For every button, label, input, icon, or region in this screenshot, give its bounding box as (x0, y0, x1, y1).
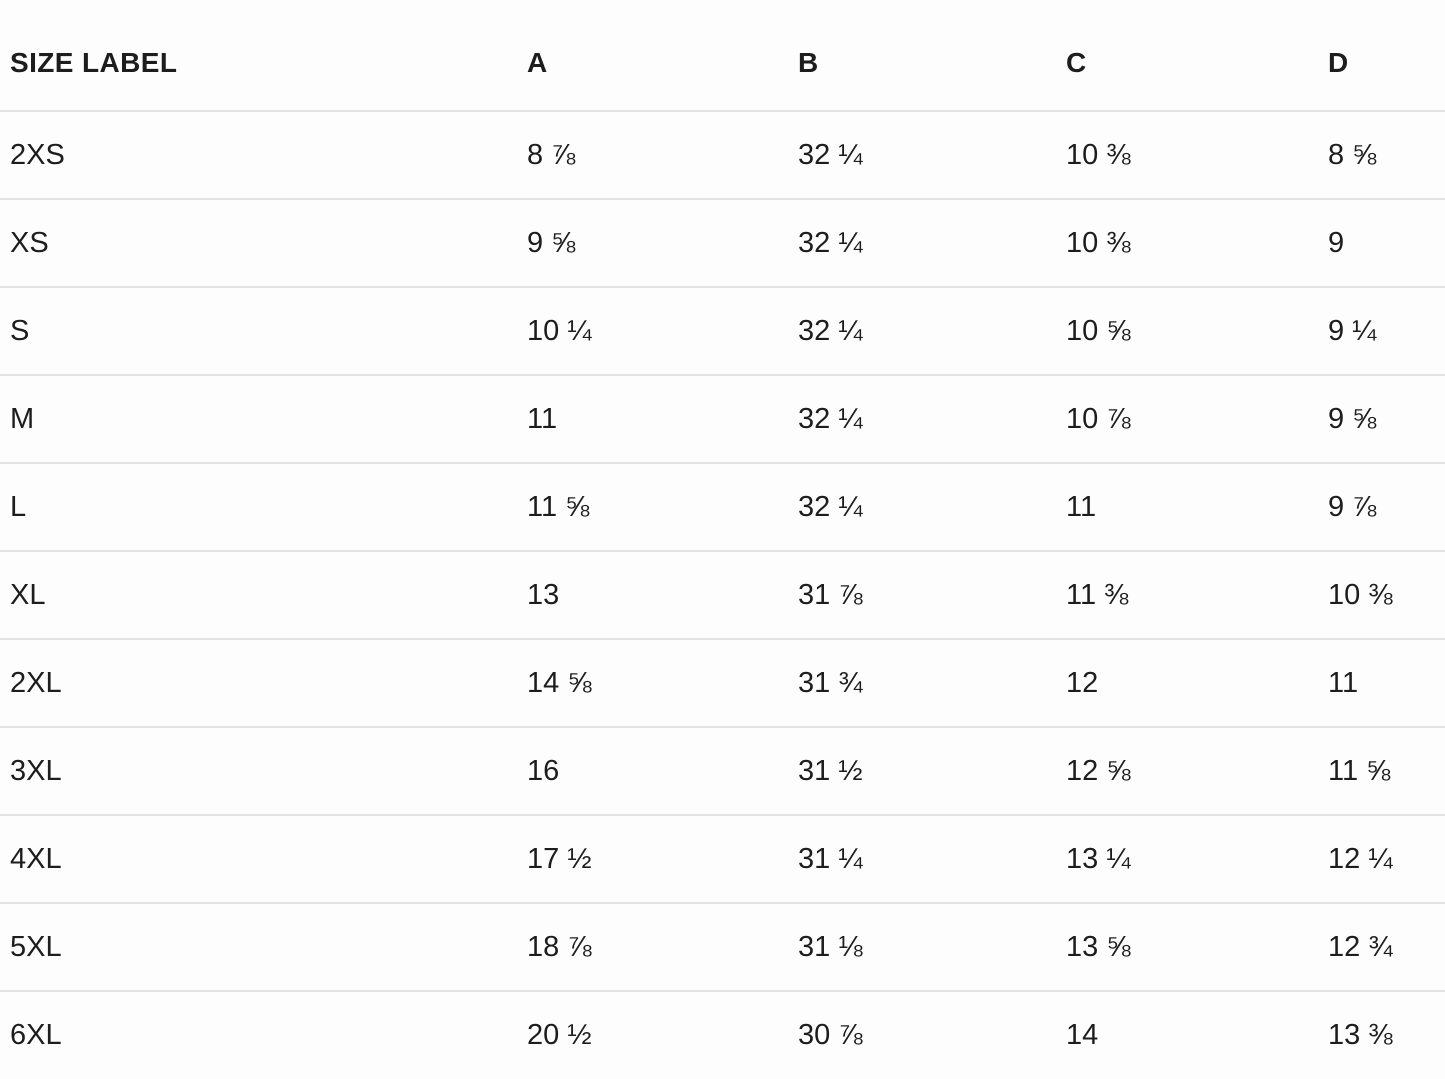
measurement-cell: 32 ¼ (798, 110, 1066, 199)
measurement-cell: 12 ¼ (1328, 814, 1445, 903)
table-row: 3XL 16 31 ½ 12 ⅝ 11 ⅝ (0, 726, 1445, 815)
table-row: 4XL 17 ½ 31 ¼ 13 ¼ 12 ¼ (0, 814, 1445, 903)
measurement-cell: 11 (527, 374, 798, 463)
measurement-cell: 13 ¼ (1066, 814, 1328, 903)
size-label-cell: L (0, 462, 527, 551)
measurement-cell: 13 (527, 550, 798, 639)
measurement-cell: 12 ⅝ (1066, 726, 1328, 815)
size-label-cell: S (0, 286, 527, 375)
column-header-a: A (527, 47, 548, 78)
measurement-cell: 32 ¼ (798, 462, 1066, 551)
measurement-cell: 20 ½ (527, 990, 798, 1079)
table-row: 5XL 18 ⅞ 31 ⅛ 13 ⅝ 12 ¾ (0, 902, 1445, 991)
measurement-cell: 9 (1328, 198, 1445, 287)
measurement-cell: 9 ⅞ (1328, 462, 1445, 551)
size-label-cell: M (0, 374, 527, 463)
measurement-cell: 11 ⅜ (1066, 550, 1328, 639)
measurement-cell: 14 (1066, 990, 1328, 1079)
measurement-cell: 12 ¾ (1328, 902, 1445, 991)
size-label-cell: XL (0, 550, 527, 639)
table-row: L 11 ⅝ 32 ¼ 11 9 ⅞ (0, 462, 1445, 551)
column-header-d: D (1328, 47, 1349, 78)
measurement-cell: 9 ⅝ (1328, 374, 1445, 463)
measurement-cell: 31 ¼ (798, 814, 1066, 903)
measurement-cell: 10 ⅜ (1328, 550, 1445, 639)
measurement-cell: 32 ¼ (798, 374, 1066, 463)
column-header-b: B (798, 47, 819, 78)
measurement-cell: 30 ⅞ (798, 990, 1066, 1079)
measurement-cell: 9 ¼ (1328, 286, 1445, 375)
measurement-cell: 32 ¼ (798, 286, 1066, 375)
measurement-cell: 31 ¾ (798, 638, 1066, 727)
measurement-cell: 12 (1066, 638, 1328, 727)
measurement-cell: 11 ⅝ (1328, 726, 1445, 815)
table-row: 6XL 20 ½ 30 ⅞ 14 13 ⅜ (0, 990, 1445, 1079)
table-row: 2XL 14 ⅝ 31 ¾ 12 11 (0, 638, 1445, 727)
measurement-cell: 10 ¼ (527, 286, 798, 375)
measurement-cell: 10 ⅝ (1066, 286, 1328, 375)
measurement-cell: 8 ⅞ (527, 110, 798, 199)
measurement-cell: 10 ⅜ (1066, 198, 1328, 287)
size-label-cell: 2XS (0, 110, 527, 199)
measurement-cell: 9 ⅝ (527, 198, 798, 287)
measurement-cell: 13 ⅜ (1328, 990, 1445, 1079)
measurement-cell: 32 ¼ (798, 198, 1066, 287)
measurement-cell: 11 (1328, 638, 1445, 727)
size-label-cell: 5XL (0, 902, 527, 991)
measurement-cell: 14 ⅝ (527, 638, 798, 727)
measurement-cell: 16 (527, 726, 798, 815)
measurement-cell: 17 ½ (527, 814, 798, 903)
table-row: XL 13 31 ⅞ 11 ⅜ 10 ⅜ (0, 550, 1445, 639)
measurement-cell: 13 ⅝ (1066, 902, 1328, 991)
column-header-c: C (1066, 47, 1087, 78)
measurement-cell: 11 (1066, 462, 1328, 551)
measurement-cell: 31 ½ (798, 726, 1066, 815)
measurement-cell: 10 ⅞ (1066, 374, 1328, 463)
size-label-cell: 6XL (0, 990, 527, 1079)
size-label-cell: 2XL (0, 638, 527, 727)
measurement-cell: 18 ⅞ (527, 902, 798, 991)
measurement-cell: 31 ⅛ (798, 902, 1066, 991)
size-label-cell: 3XL (0, 726, 527, 815)
measurement-cell: 11 ⅝ (527, 462, 798, 551)
column-header-size-label: SIZE LABEL (10, 47, 178, 78)
measurement-cell: 8 ⅝ (1328, 110, 1445, 199)
size-label-cell: XS (0, 198, 527, 287)
size-label-cell: 4XL (0, 814, 527, 903)
measurement-cell: 10 ⅜ (1066, 110, 1328, 199)
header-row: SIZE LABEL A B C D (0, 0, 1445, 111)
measurement-cell: 31 ⅞ (798, 550, 1066, 639)
